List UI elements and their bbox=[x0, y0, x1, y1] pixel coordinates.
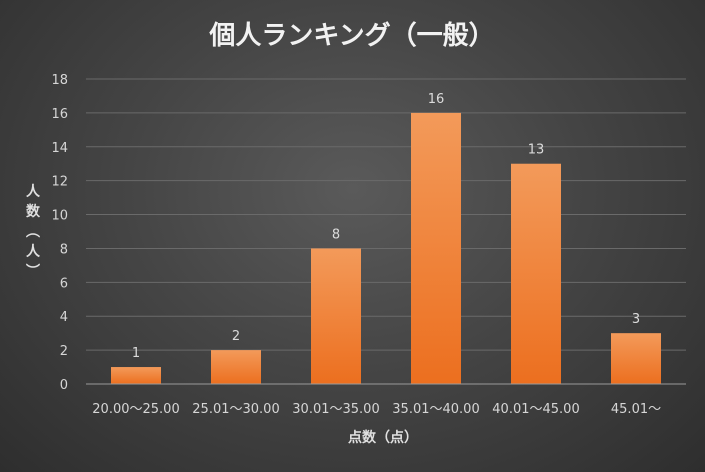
y-tick-label: 10 bbox=[51, 209, 68, 224]
bars bbox=[111, 112, 661, 384]
y-tick-label: 16 bbox=[51, 107, 68, 122]
y-tick-label: 2 bbox=[60, 344, 68, 359]
y-tick-label: 12 bbox=[51, 175, 68, 190]
y-tick-label: 14 bbox=[51, 141, 68, 156]
y-axis-ticks: 0 2 4 6 8 10 12 14 16 18 bbox=[51, 73, 68, 393]
data-label-2: 2 bbox=[232, 329, 240, 344]
x-tick-label-3: 30.01～35.00 bbox=[292, 402, 379, 417]
bar-3 bbox=[311, 248, 361, 384]
data-label-1: 1 bbox=[132, 346, 140, 361]
x-tick-label-6: 45.01～ bbox=[611, 402, 661, 417]
data-labels: 1 2 8 16 13 3 bbox=[132, 92, 640, 361]
bar-5 bbox=[511, 163, 561, 384]
data-label-5: 13 bbox=[528, 143, 545, 158]
x-axis-ticks: 20.00～25.00 25.01～30.00 30.01～35.00 35.01～4… bbox=[92, 402, 661, 417]
chart-title: 個人ランキング（一般） bbox=[208, 21, 494, 51]
y-tick-label: 18 bbox=[51, 73, 68, 88]
bar-2 bbox=[211, 350, 261, 384]
gridlines bbox=[86, 78, 686, 351]
bar-1 bbox=[111, 367, 161, 384]
x-tick-label-5: 40.01～45.00 bbox=[492, 402, 579, 417]
x-tick-label-1: 20.00～25.00 bbox=[92, 402, 179, 417]
data-label-6: 3 bbox=[632, 312, 640, 327]
x-tick-label-4: 35.01～40.00 bbox=[392, 402, 479, 417]
y-axis-label: 人数︵人︶ bbox=[25, 183, 41, 280]
y-tick-label: 4 bbox=[60, 310, 68, 325]
bar-4 bbox=[411, 112, 461, 384]
bar-6 bbox=[611, 333, 661, 384]
y-tick-label: 6 bbox=[60, 276, 68, 291]
data-label-3: 8 bbox=[332, 227, 340, 242]
x-tick-label-2: 25.01～30.00 bbox=[192, 402, 279, 417]
y-tick-label: 0 bbox=[60, 378, 68, 393]
data-label-4: 16 bbox=[428, 92, 445, 107]
x-axis-label: 点数（点） bbox=[348, 429, 418, 446]
y-tick-label: 8 bbox=[60, 242, 68, 257]
